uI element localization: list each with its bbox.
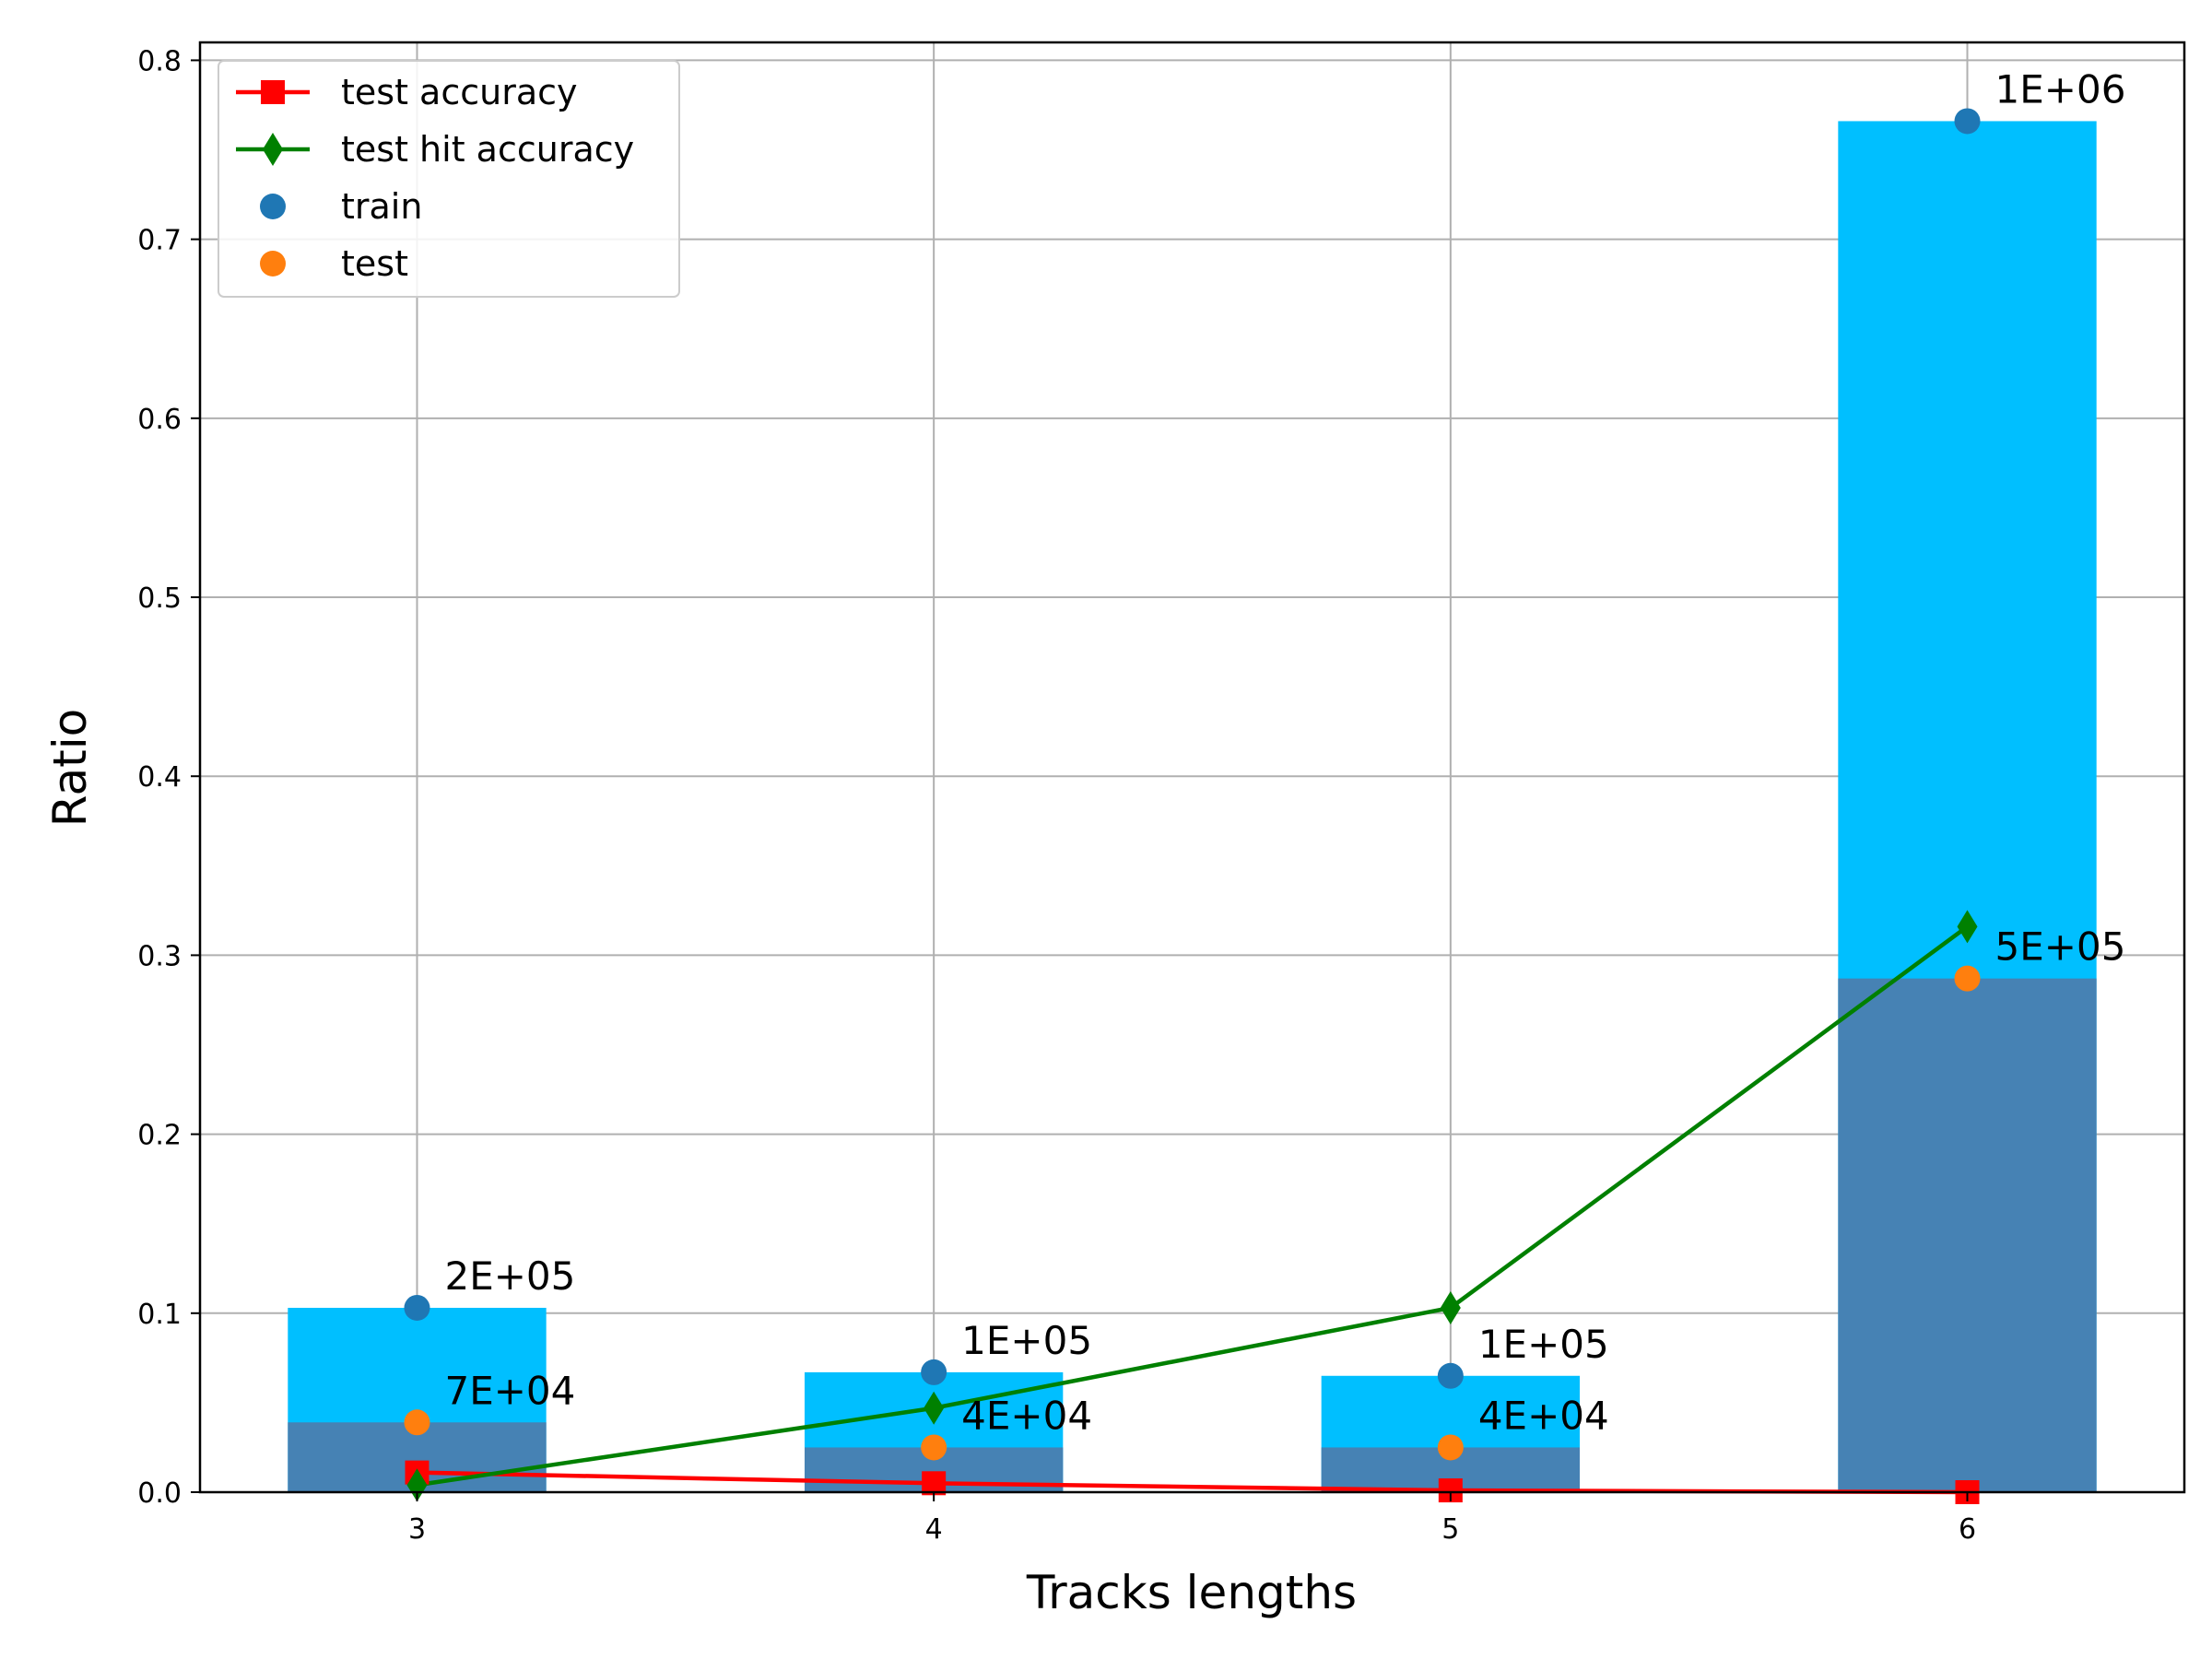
x-tick-label: 5 bbox=[1441, 1513, 1459, 1546]
legend-label: test accuracy bbox=[341, 72, 578, 112]
test-hit-accuracy-point bbox=[1957, 910, 1978, 944]
legend-item-train: train bbox=[260, 186, 422, 227]
train-count-label: 2E+05 bbox=[444, 1253, 575, 1299]
axis-ticks: 3 4 5 6 0.0 0.1 0.2 0.3 0.4 0.5 0.6 0.7 0.8 bbox=[137, 45, 1976, 1546]
legend-item-test-hit-accuracy: test hit accuracy bbox=[236, 129, 634, 170]
legend-marker bbox=[263, 133, 283, 166]
x-axis-title: Tracks lengths bbox=[1026, 1566, 1357, 1619]
y-tick-label: 0.1 bbox=[137, 1299, 182, 1331]
train-count-label: 1E+05 bbox=[961, 1318, 1092, 1363]
x-tick-label: 6 bbox=[1959, 1513, 1976, 1546]
annotations: 2E+05 1E+05 1E+05 1E+06 7E+04 4E+04 4E+04 5E+05 bbox=[444, 66, 2125, 1438]
legend-marker bbox=[261, 80, 285, 104]
y-tick-label: 0.5 bbox=[137, 582, 182, 615]
train-count-label: 1E+05 bbox=[1478, 1322, 1609, 1367]
legend-item-test-accuracy: test accuracy bbox=[236, 72, 578, 112]
y-tick-label: 0.2 bbox=[137, 1120, 182, 1152]
legend-item-test: test bbox=[260, 243, 408, 284]
test-count-label: 7E+04 bbox=[444, 1368, 575, 1413]
legend-box bbox=[218, 60, 680, 298]
train-count-label: 1E+06 bbox=[1995, 66, 2126, 112]
legend-label: test bbox=[341, 243, 408, 284]
test-bar bbox=[1838, 978, 2097, 1492]
train-point bbox=[1954, 108, 1981, 135]
test-count-label: 4E+04 bbox=[1478, 1393, 1609, 1438]
x-tick-label: 4 bbox=[925, 1513, 943, 1546]
test-hit-accuracy-line bbox=[417, 924, 1969, 1488]
test-hit-accuracy-point bbox=[1440, 1290, 1461, 1324]
test-point bbox=[1437, 1434, 1464, 1461]
test-hit-accuracy-point bbox=[924, 1391, 945, 1425]
train-point bbox=[921, 1359, 947, 1385]
test-point bbox=[1954, 965, 1981, 992]
y-axis-title: Ratio bbox=[43, 709, 97, 827]
test-count-label: 4E+04 bbox=[961, 1393, 1092, 1438]
x-tick-label: 3 bbox=[408, 1513, 426, 1546]
legend-marker bbox=[260, 194, 286, 219]
y-tick-label: 0.3 bbox=[137, 940, 182, 972]
test-point bbox=[404, 1409, 430, 1436]
y-tick-label: 0.6 bbox=[137, 404, 182, 436]
plot-frame bbox=[198, 41, 2186, 1494]
legend-label: train bbox=[341, 186, 422, 227]
legend-label: test hit accuracy bbox=[341, 129, 634, 170]
test-point bbox=[921, 1434, 947, 1461]
y-tick-label: 0.8 bbox=[137, 45, 182, 77]
y-tick-label: 0.0 bbox=[137, 1477, 182, 1510]
legend: test accuracy test hit accuracy train test bbox=[218, 60, 680, 298]
legend-marker bbox=[260, 251, 286, 276]
train-point bbox=[404, 1294, 430, 1321]
test-count-label: 5E+05 bbox=[1995, 924, 2126, 970]
y-tick-label: 0.7 bbox=[137, 225, 182, 257]
y-tick-label: 0.4 bbox=[137, 761, 182, 794]
train-point bbox=[1437, 1362, 1464, 1389]
